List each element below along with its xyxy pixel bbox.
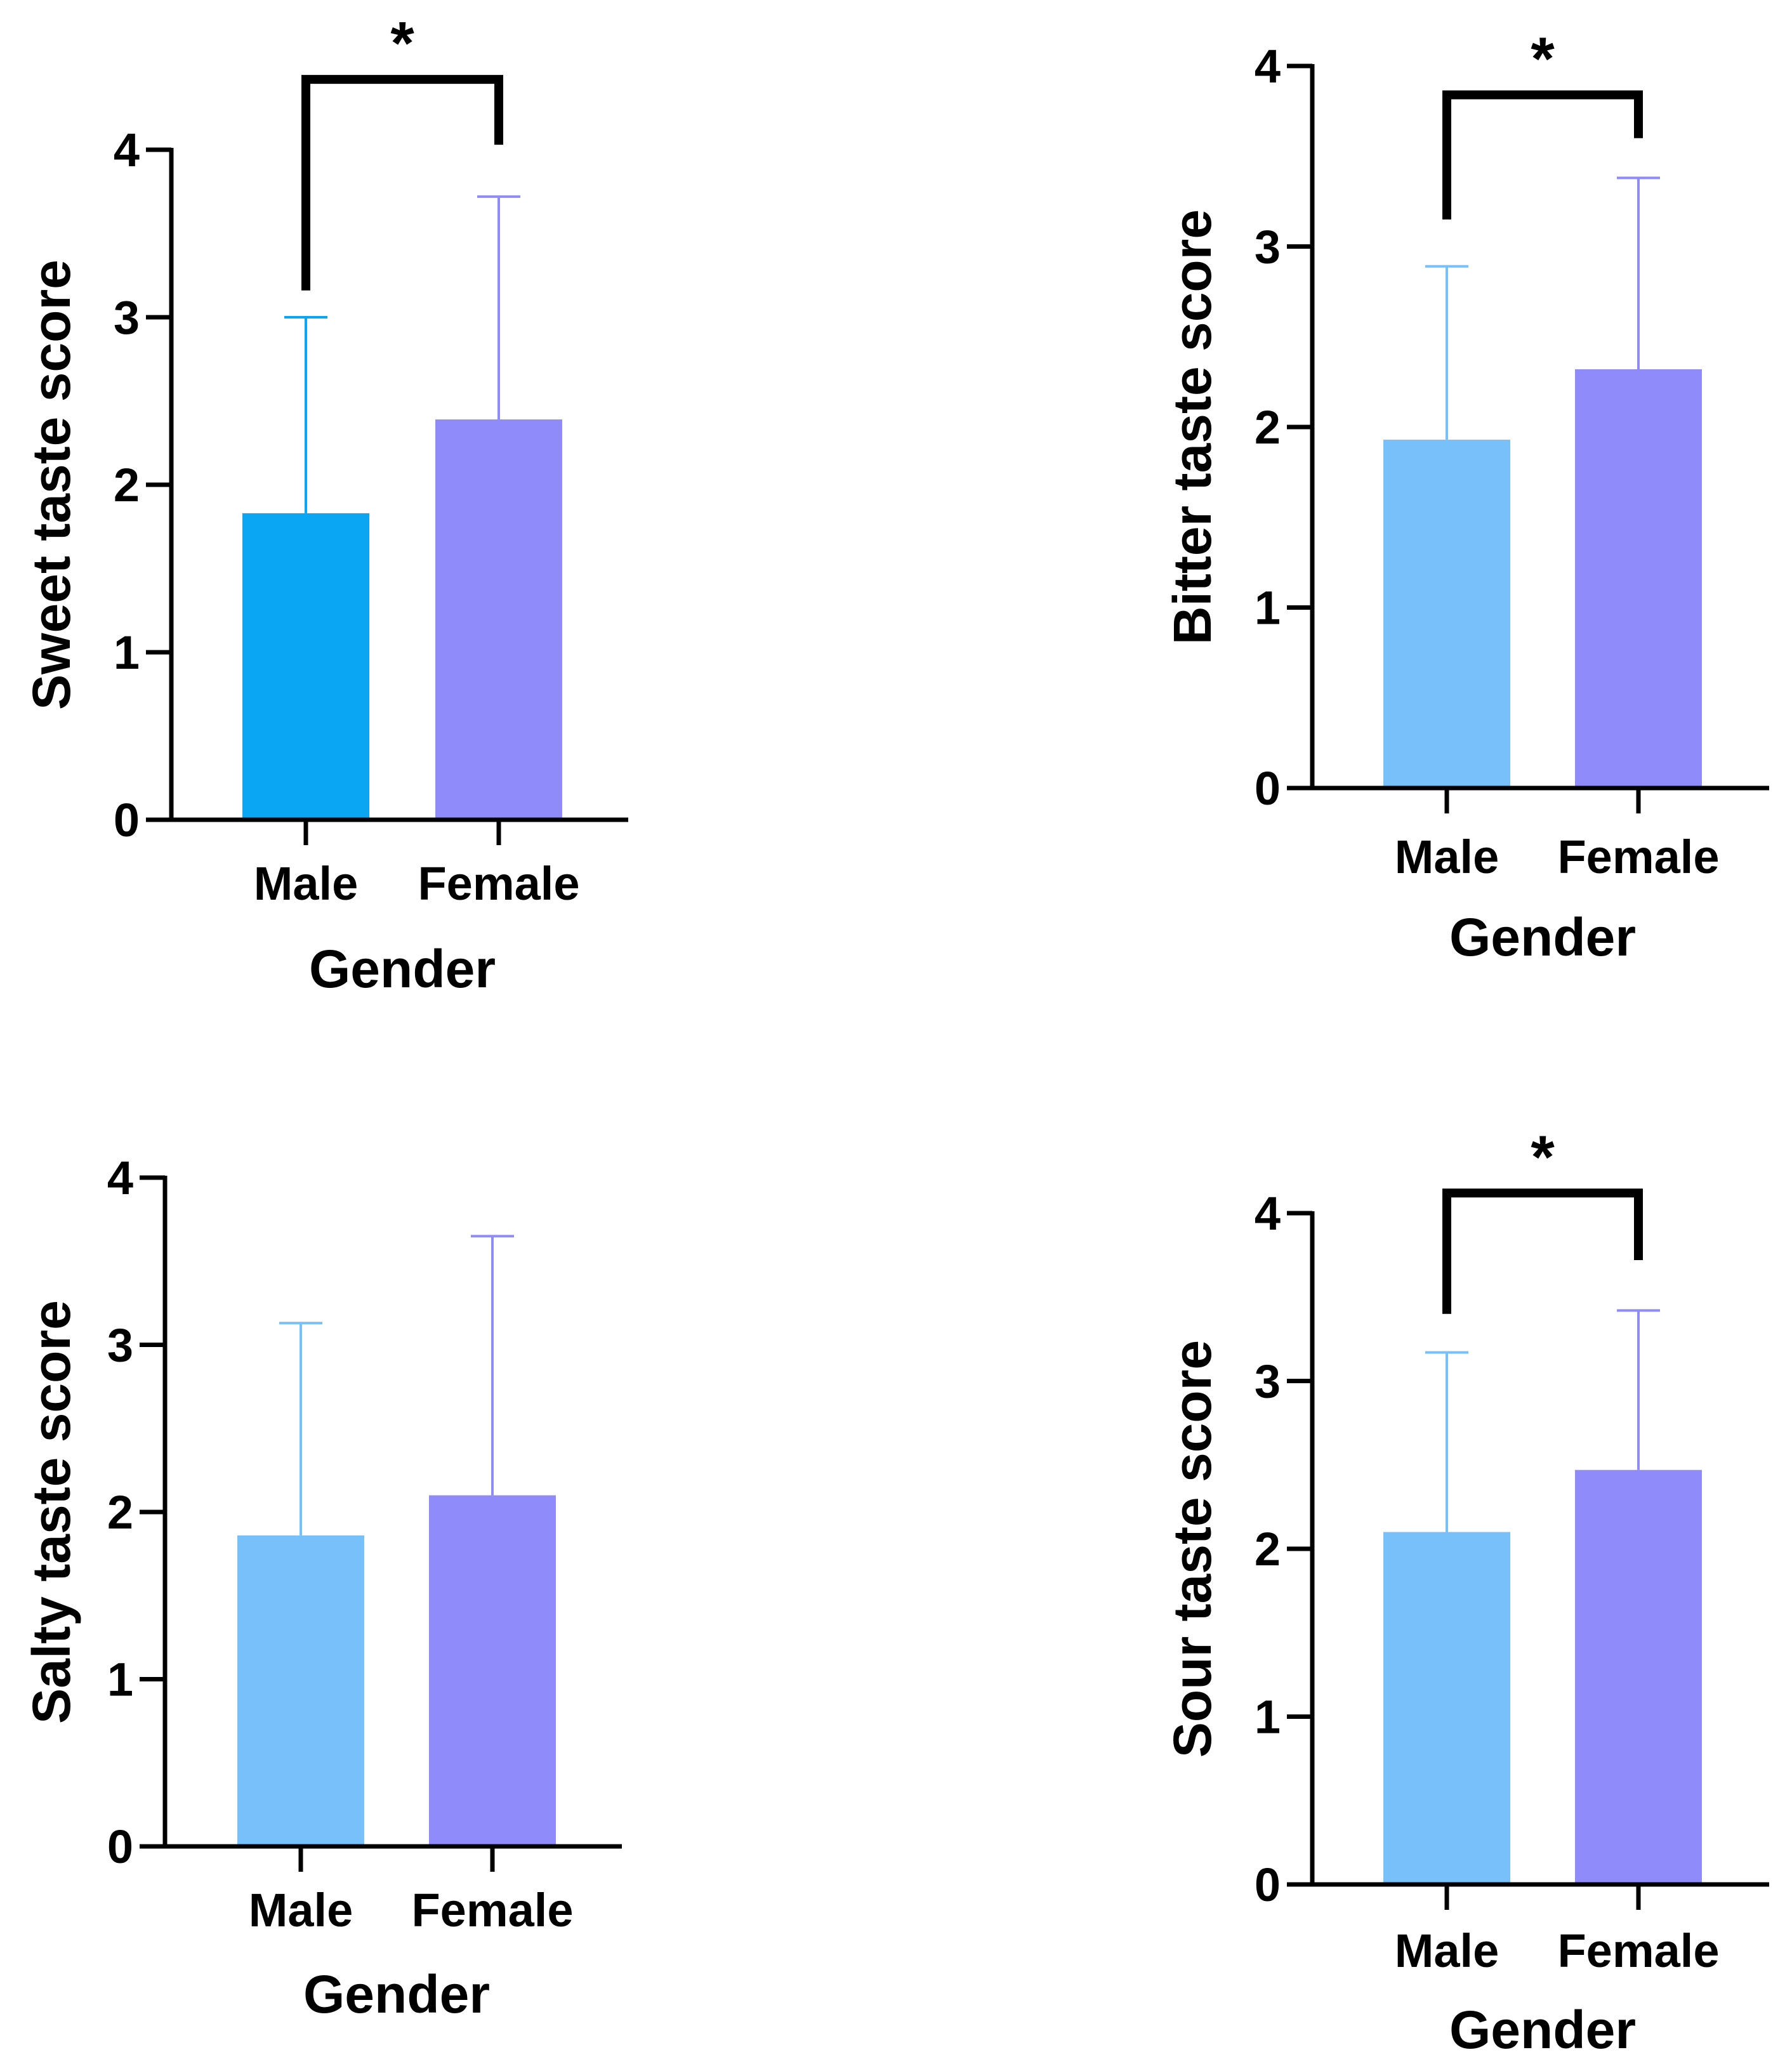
y-tick-label: 1 (1255, 582, 1281, 634)
x-category-label-female: Female (1557, 831, 1719, 883)
significance-bracket (1442, 1188, 1643, 1314)
sweet-taste-panel: 0 1 2 3 4 Male Female Gender Sweet taste score * (22, 10, 628, 999)
bar-male (1383, 439, 1510, 788)
y-tick-label: 4 (114, 124, 140, 176)
x-axis-title: Gender (1449, 907, 1636, 967)
bar-male (1383, 1532, 1510, 1884)
x-category-label-male: Male (1395, 831, 1499, 883)
y-tick-label: 3 (114, 291, 140, 344)
y-tick-label: 0 (114, 794, 140, 846)
y-tick-label: 3 (1255, 1355, 1281, 1408)
significance-bracket (301, 75, 503, 291)
y-tick-label: 4 (1255, 1187, 1281, 1240)
bar-male (237, 1535, 364, 1846)
y-tick-label: 1 (1255, 1691, 1281, 1744)
significance-label: * (390, 10, 414, 77)
y-tick-label: 0 (107, 1820, 133, 1873)
y-axis-title: Sweet taste score (22, 260, 81, 710)
bitter-taste-panel: 0 1 2 3 4 Male Female Gender Bitter taste score * (1163, 25, 1769, 967)
y-tick-label: 2 (1255, 401, 1281, 454)
y-tick-label: 3 (1255, 221, 1281, 273)
y-axis-title: Sour taste score (1163, 1340, 1222, 1758)
x-category-label-male: Male (254, 857, 359, 910)
y-tick-label: 1 (107, 1654, 133, 1706)
y-tick-label: 3 (107, 1319, 133, 1372)
significance-label: * (1531, 25, 1555, 93)
y-tick-label: 4 (1255, 40, 1281, 93)
significance-bracket (1442, 90, 1643, 220)
bar-male (242, 513, 369, 820)
salty-taste-panel: 0 1 2 3 4 Male Female Gender Salty taste score (22, 1152, 622, 2024)
y-tick-label: 2 (107, 1486, 133, 1539)
x-category-label-male: Male (1395, 1924, 1499, 1977)
bar-female (429, 1495, 556, 1846)
y-tick-label: 0 (1255, 1858, 1281, 1911)
y-axis-title: Bitter taste score (1163, 209, 1222, 645)
x-axis-title: Gender (1449, 2000, 1636, 2060)
y-tick-label: 2 (114, 459, 140, 511)
y-tick-label: 1 (114, 626, 140, 679)
x-category-label-female: Female (1557, 1924, 1719, 1977)
x-category-label-female: Female (411, 1884, 573, 1936)
x-category-label-male: Male (249, 1884, 353, 1936)
bar-female (1575, 369, 1702, 788)
y-axis-title: Salty taste score (22, 1300, 81, 1724)
x-category-label-female: Female (418, 857, 579, 910)
bar-female (1575, 1469, 1702, 1884)
sour-taste-panel: 0 1 2 3 4 Male Female Gender Sour taste score * (1163, 1123, 1769, 2060)
y-tick-label: 2 (1255, 1523, 1281, 1575)
x-axis-title: Gender (303, 1964, 490, 2024)
significance-label: * (1531, 1123, 1555, 1191)
y-tick-label: 0 (1255, 762, 1281, 815)
x-axis-title: Gender (309, 939, 496, 999)
bar-female (435, 419, 562, 820)
y-tick-label: 4 (107, 1152, 133, 1204)
